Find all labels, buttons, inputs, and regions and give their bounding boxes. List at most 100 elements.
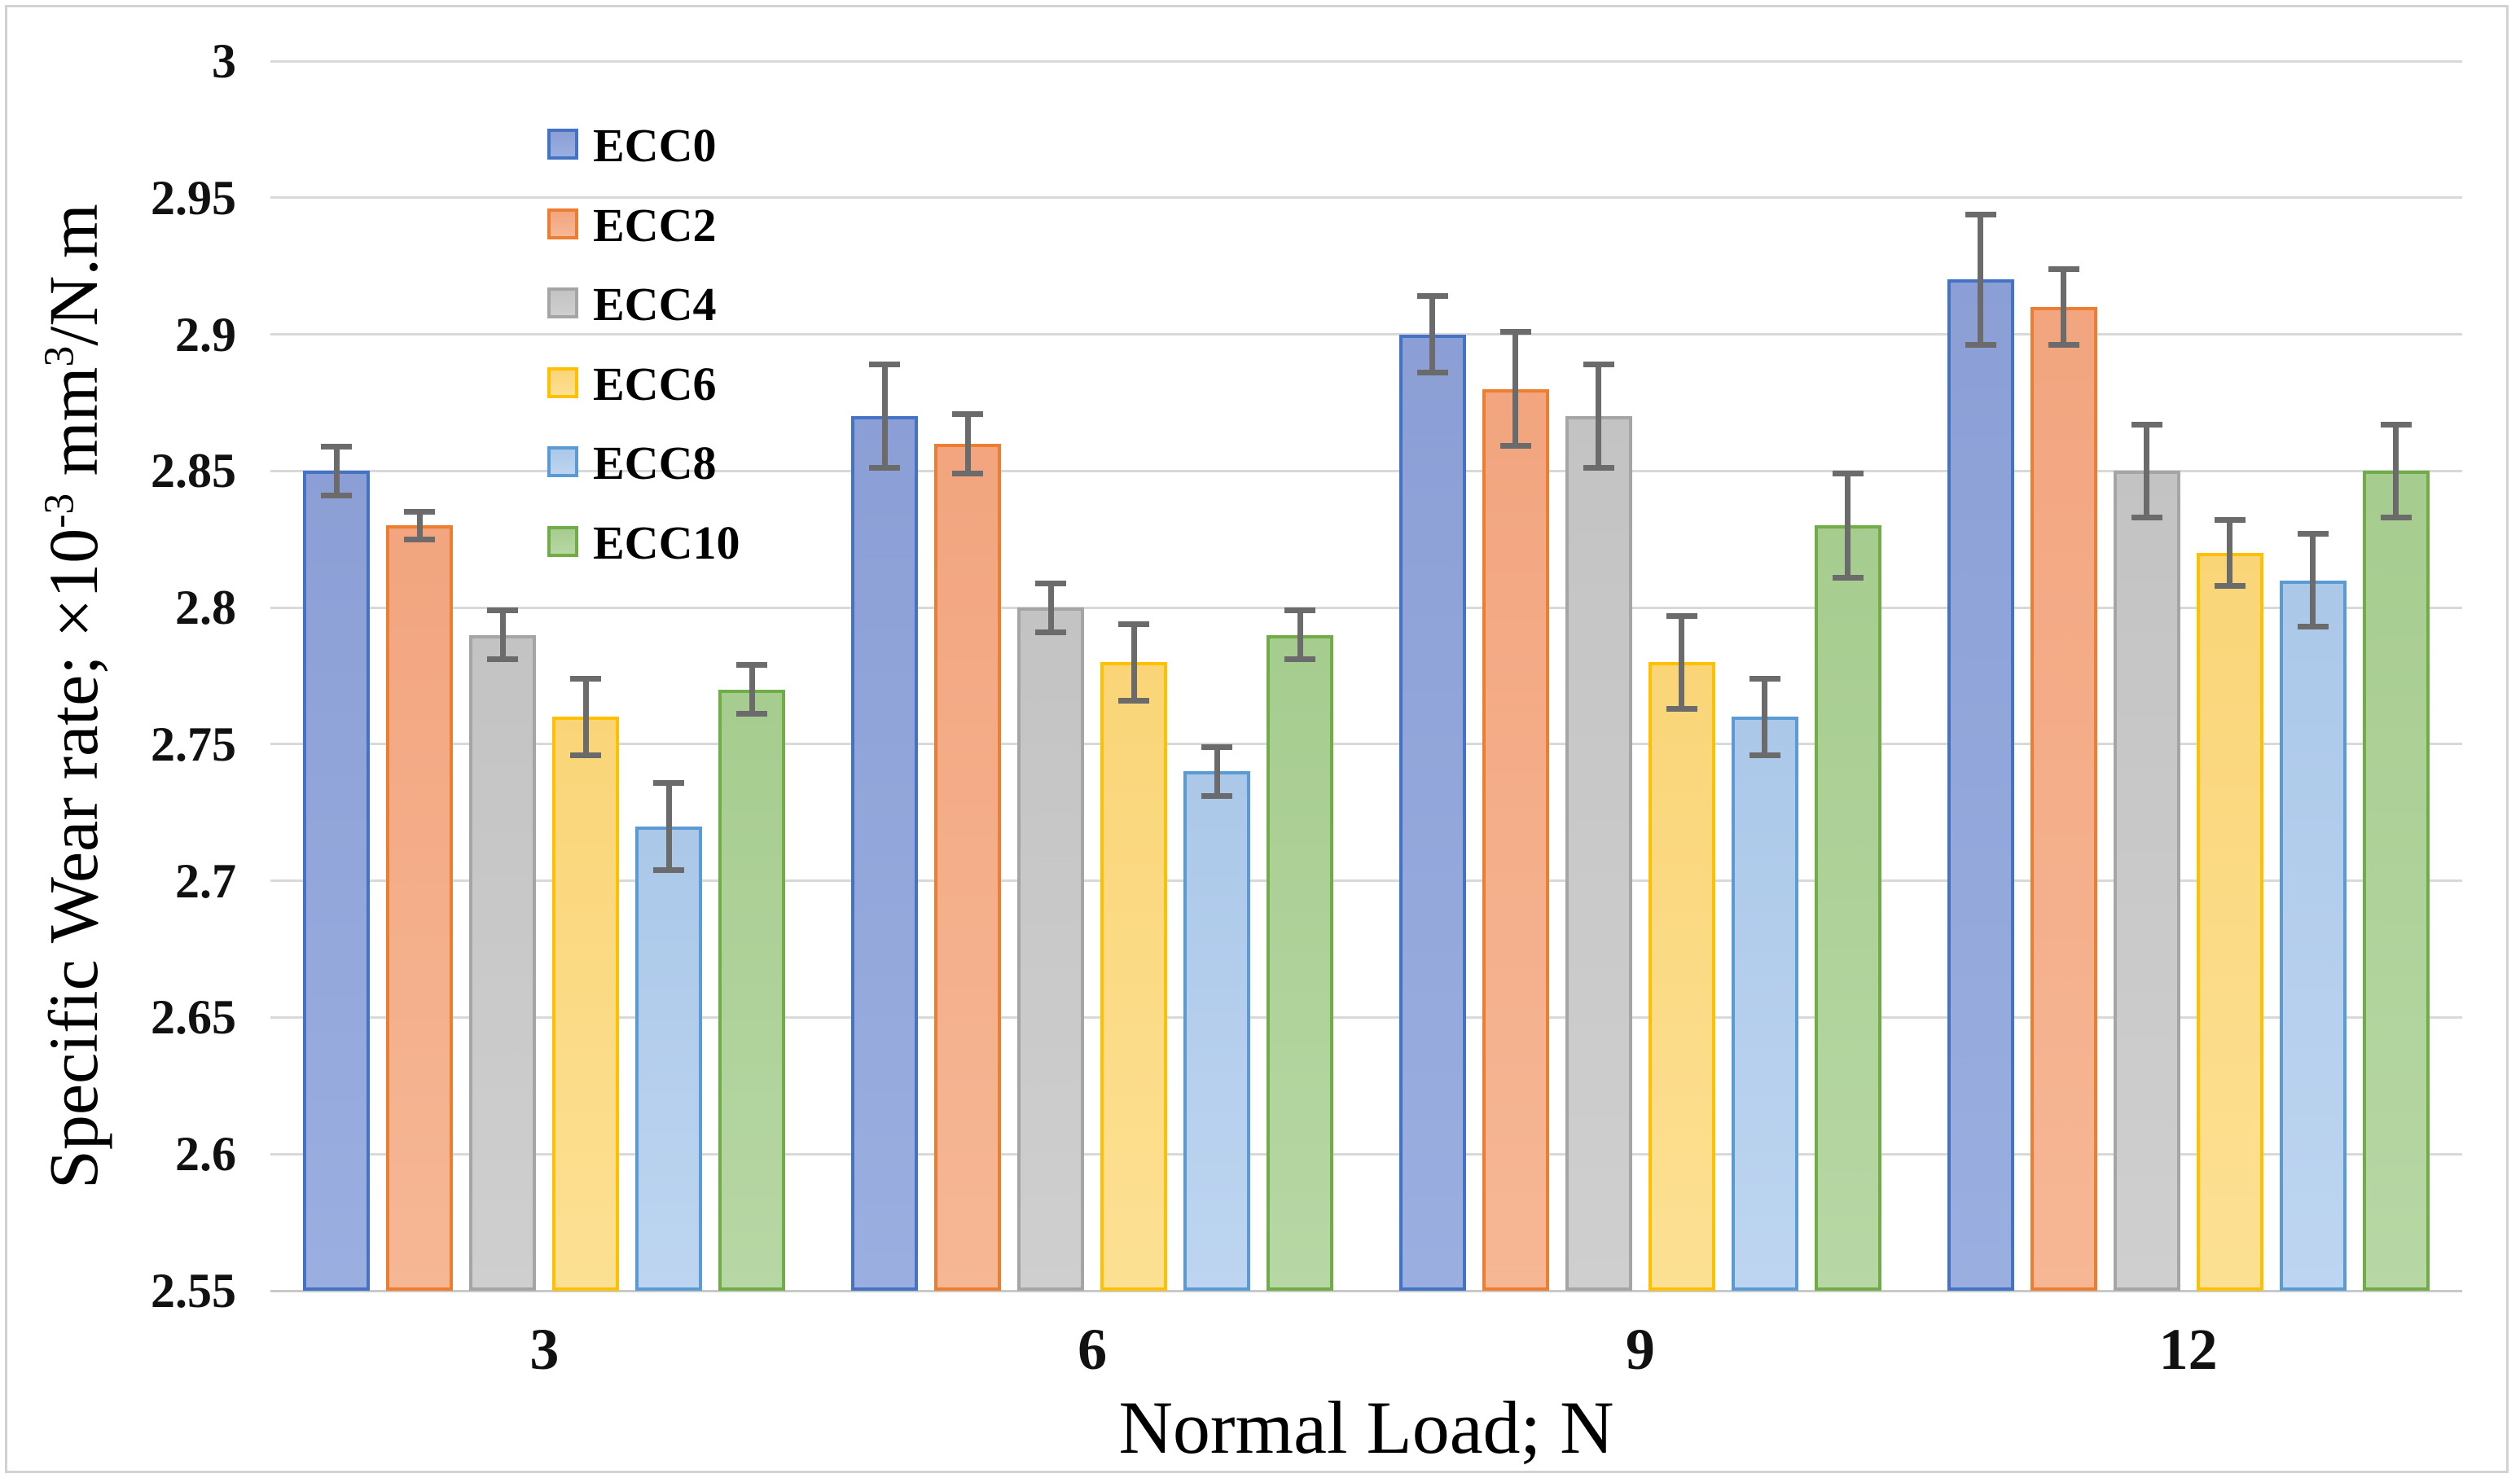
error-bar-cap-top xyxy=(952,410,984,417)
error-bar-ECC8-load-12 xyxy=(2297,531,2329,629)
error-bar-line xyxy=(1596,362,1602,471)
bar-ECC2-load-3 xyxy=(386,525,454,1291)
error-bar-line xyxy=(1429,293,1436,375)
error-bar-ECC2-load-6 xyxy=(952,410,984,477)
x-axis-title: Normal Load; N xyxy=(1118,1386,1614,1469)
gridline xyxy=(270,1152,2462,1156)
bar-ECC0-load-9 xyxy=(1398,334,1466,1291)
legend-label-ECC8: ECC8 xyxy=(593,436,717,489)
gridline xyxy=(270,1015,2462,1019)
error-bar-cap-bottom xyxy=(1965,342,1996,349)
bar-ECC10-load-12 xyxy=(2362,471,2430,1291)
error-bar-cap-bottom xyxy=(736,711,768,717)
bar-ECC10-load-9 xyxy=(1814,525,1881,1291)
error-bar-line xyxy=(2310,531,2316,629)
error-bar-cap-bottom xyxy=(404,536,436,542)
bar-ECC4-load-9 xyxy=(1565,416,1632,1291)
error-bar-cap-bottom xyxy=(2380,514,2412,520)
error-bar-line xyxy=(1297,607,1303,663)
error-bar-ECC6-load-12 xyxy=(2214,517,2246,589)
error-bar-line xyxy=(881,362,888,471)
error-bar-cap-top xyxy=(1284,607,1316,614)
error-bar-line xyxy=(2061,265,2067,349)
error-bar-cap-bottom xyxy=(1666,705,1697,712)
error-bar-cap-bottom xyxy=(1499,443,1531,450)
x-axis-tick-label: 12 xyxy=(2158,1317,2218,1382)
bar-ECC8-load-12 xyxy=(2279,580,2347,1291)
legend-swatch-ECC2 xyxy=(547,208,578,239)
y-axis-title-text: Specific Wear rate; ×10 xyxy=(34,528,112,1189)
error-bar-cap-bottom xyxy=(1284,656,1316,663)
gridline xyxy=(270,606,2462,609)
error-bar-cap-top xyxy=(321,443,353,450)
error-bar-ECC6-load-9 xyxy=(1666,612,1697,712)
error-bar-line xyxy=(1845,471,1851,581)
bar-ECC0-load-3 xyxy=(303,471,371,1291)
y-axis-tick-label: 2.65 xyxy=(151,990,236,1045)
bar-ECC2-load-6 xyxy=(934,443,1002,1291)
error-bar-cap-top xyxy=(1749,676,1780,682)
bar-ECC6-load-12 xyxy=(2196,553,2263,1291)
error-bar-cap-bottom xyxy=(2297,623,2329,629)
error-bar-cap-bottom xyxy=(653,866,685,873)
bar-ECC6-load-6 xyxy=(1100,662,1168,1291)
error-bar-line xyxy=(416,509,423,542)
error-bar-line xyxy=(2144,421,2150,520)
error-bar-line xyxy=(499,607,506,663)
error-bar-cap-bottom xyxy=(321,492,353,498)
error-bar-cap-top xyxy=(1832,471,1864,477)
y-axis-tick-label: 3 xyxy=(212,34,236,88)
error-bar-ECC2-load-9 xyxy=(1499,328,1531,450)
y-axis-tick-label: 2.9 xyxy=(175,307,236,362)
error-bar-line xyxy=(749,662,755,717)
error-bar-line xyxy=(1512,328,1519,450)
bar-ECC8-load-3 xyxy=(635,826,703,1291)
legend-label-ECC4: ECC4 xyxy=(593,278,717,331)
error-bar-ECC6-load-3 xyxy=(570,676,602,758)
error-bar-cap-top xyxy=(869,362,901,368)
error-bar-line xyxy=(1047,580,1054,635)
legend-item-ECC4: ECC4 xyxy=(547,281,889,330)
bar-ECC10-load-3 xyxy=(718,689,786,1291)
gridline xyxy=(270,879,2462,883)
y-axis-title-text: /N.m xyxy=(34,204,112,346)
y-axis-tick-label: 2.6 xyxy=(175,1127,236,1182)
error-bar-cap-top xyxy=(2131,421,2162,428)
legend-item-ECC0: ECC0 xyxy=(547,122,889,171)
bar-ECC4-load-6 xyxy=(1017,607,1085,1291)
bar-ECC0-load-6 xyxy=(851,416,919,1291)
error-bar-cap-top xyxy=(1201,743,1233,750)
bar-ECC2-load-9 xyxy=(1482,388,1549,1291)
error-bar-cap-bottom xyxy=(1832,574,1864,581)
error-bar-ECC8-load-6 xyxy=(1201,743,1233,799)
bar-ECC8-load-9 xyxy=(1731,717,1798,1291)
error-bar-line xyxy=(2393,421,2399,520)
y-axis-tick-label: 2.7 xyxy=(175,853,236,908)
error-bar-cap-bottom xyxy=(487,656,519,663)
error-bar-line xyxy=(333,443,340,498)
error-bar-cap-bottom xyxy=(1749,752,1780,758)
error-bar-line xyxy=(1978,211,1984,349)
legend-swatch-ECC8 xyxy=(547,446,578,477)
gridline xyxy=(270,743,2462,746)
error-bar-cap-top xyxy=(487,607,519,614)
x-axis-line xyxy=(270,1289,2462,1292)
error-bar-ECC8-load-3 xyxy=(653,779,685,873)
legend-swatch-ECC4 xyxy=(547,287,578,318)
x-axis-tick-label: 3 xyxy=(529,1317,560,1382)
legend-item-ECC6: ECC6 xyxy=(547,360,889,410)
legend-item-ECC2: ECC2 xyxy=(547,201,889,251)
error-bar-cap-top xyxy=(570,676,602,682)
error-bar-cap-top xyxy=(404,509,436,515)
bar-ECC0-load-12 xyxy=(1947,279,2014,1291)
error-bar-cap-top xyxy=(2214,517,2246,524)
gridline xyxy=(270,59,2462,63)
error-bar-ECC0-load-6 xyxy=(869,362,901,471)
legend: ECC0 ECC2 ECC4 ECC6 ECC8 ECC10 xyxy=(547,122,889,578)
gridline xyxy=(270,196,2462,200)
error-bar-cap-top xyxy=(2297,531,2329,537)
error-bar-cap-top xyxy=(1035,580,1067,586)
y-axis-title-superscript: 3 xyxy=(36,345,83,367)
error-bar-cap-top xyxy=(653,779,685,786)
error-bar-ECC4-load-12 xyxy=(2131,421,2162,520)
